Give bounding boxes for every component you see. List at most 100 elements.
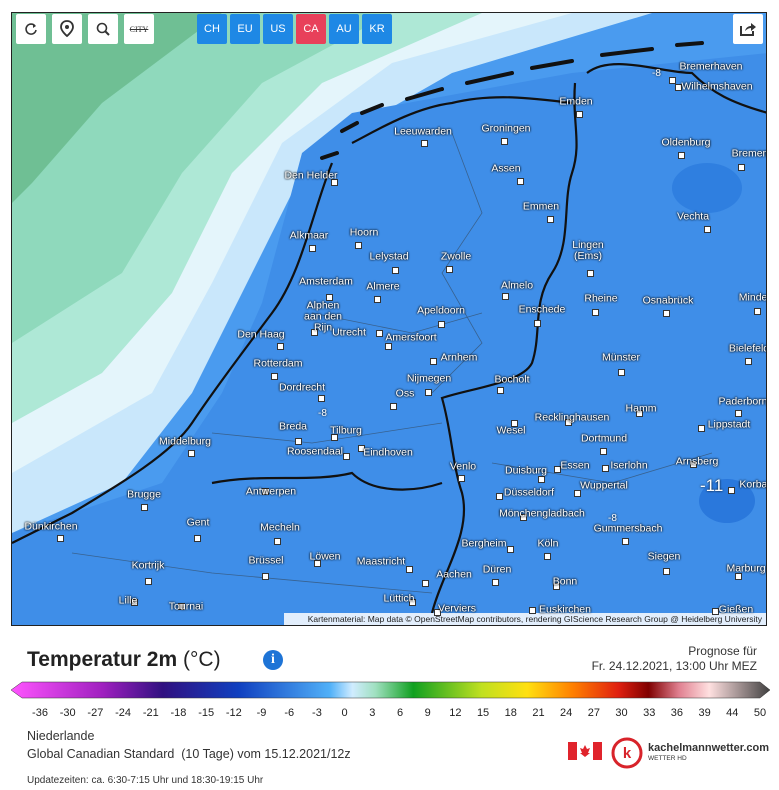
city-marker: [675, 84, 682, 91]
city-marker: [385, 343, 392, 350]
scale-tick-label: 3: [369, 707, 376, 719]
city-label: Gent: [186, 516, 210, 529]
scale-tick-label: 27: [587, 707, 600, 719]
scale-tick-label: 24: [560, 707, 573, 719]
city-label: Iserlohn: [610, 459, 648, 472]
city-marker: [406, 566, 413, 573]
footer-region: Niederlande: [27, 729, 95, 743]
map-attribution: Kartenmaterial: Map data © OpenStreetMap…: [307, 614, 762, 624]
region-button[interactable]: KR: [362, 14, 392, 44]
zoom-button[interactable]: [88, 14, 118, 44]
city-label: Wuppertal: [580, 479, 628, 492]
forecast-info: Prognose für Fr. 24.12.2021, 13:00 Uhr ME…: [592, 644, 757, 674]
isotherm-label: -8: [652, 68, 661, 79]
city-marker: [492, 579, 499, 586]
brand-subtitle: WETTER HD: [648, 755, 687, 762]
scale-tick-label: 21: [532, 707, 545, 719]
region-button[interactable]: CH: [197, 14, 227, 44]
scale-tick-label: -15: [198, 707, 215, 719]
city-label: Mecheln: [260, 521, 300, 534]
city-label: Wesel: [496, 424, 526, 437]
city-marker: [438, 321, 445, 328]
city-label: Euskirchen: [539, 603, 591, 616]
city-label: Maastricht: [356, 555, 406, 568]
city-marker: [511, 420, 518, 427]
city-label: Breda: [278, 420, 308, 433]
city-marker: [358, 445, 365, 452]
city-marker: [295, 438, 302, 445]
city-marker: [331, 179, 338, 186]
scale-tick-label: -36: [32, 707, 48, 719]
city-marker: [262, 573, 269, 580]
city-label: Düsseldorf: [503, 486, 555, 499]
city-marker: [343, 453, 350, 460]
city-marker: [374, 296, 381, 303]
city-label: Amsterdam: [299, 275, 353, 288]
city-label: Lille: [118, 594, 138, 607]
map[interactable]: Bremerhaven Wilhelmshaven Emden Leeuwarden G…: [11, 12, 767, 626]
city-marker: [422, 580, 429, 587]
city-marker: [738, 164, 745, 171]
scale-tick-label: 18: [504, 707, 517, 719]
city-marker: [538, 476, 545, 483]
brand-name: kachelmannwetter.com: [648, 742, 770, 754]
share-button[interactable]: [733, 14, 763, 44]
city-label: Zwolle: [440, 250, 472, 263]
city-marker: [355, 242, 362, 249]
city-marker: [622, 538, 629, 545]
legend-unit: (°C): [183, 648, 221, 671]
city-marker: [145, 578, 152, 585]
city-label: Duisburg: [504, 464, 548, 477]
city-label: Marburg: [726, 562, 766, 575]
city-label: Rheine: [584, 292, 618, 305]
city-label: Venlo: [449, 460, 477, 473]
city-marker: [421, 140, 428, 147]
city-label: Oldenburg: [661, 136, 711, 149]
city-label: Groningen: [481, 122, 531, 135]
city-label: Verviers: [438, 602, 476, 615]
legend-heading: Temperatur 2m (°C): [27, 648, 221, 672]
city-label: Vechta: [676, 210, 710, 223]
scale-tick-label: 0: [341, 707, 348, 719]
brand-logo: k: [611, 737, 643, 769]
scale-tick-label: 44: [726, 707, 739, 719]
city-label: Dordrecht: [278, 381, 326, 394]
region-button[interactable]: EU: [230, 14, 260, 44]
city-label: Antwerpen: [245, 485, 297, 498]
city-marker: [277, 343, 284, 350]
city-marker: [602, 465, 609, 472]
city-label: Arnhem: [440, 351, 478, 364]
city-marker: [274, 538, 281, 545]
city-label: Gummersbach: [593, 522, 663, 535]
region-button[interactable]: AU: [329, 14, 359, 44]
refresh-button[interactable]: [16, 14, 46, 44]
city-label: Almelo: [500, 279, 534, 292]
city-marker: [565, 419, 572, 426]
city-label: Rotterdam: [253, 357, 303, 370]
city-label: Bocholt: [494, 373, 530, 386]
region-button[interactable]: CA: [296, 14, 326, 44]
city-marker: [712, 608, 719, 615]
scale-tick-label: 9: [424, 707, 431, 719]
canada-flag: [568, 742, 602, 760]
legend-title: Temperatur 2m: [27, 648, 178, 671]
scale-tick-label: 33: [643, 707, 656, 719]
city-toggle[interactable]: CITY: [124, 14, 154, 44]
city-label: Tournai: [168, 600, 204, 613]
scale-tick-label: -27: [87, 707, 104, 719]
city-marker: [376, 330, 383, 337]
city-marker: [529, 607, 536, 614]
region-button[interactable]: US: [263, 14, 293, 44]
city-label: Bremerhaven: [679, 60, 743, 73]
location-button[interactable]: [52, 14, 82, 44]
city-label: Recklinghausen: [534, 411, 610, 424]
city-marker: [57, 535, 64, 542]
city-label: Kortrijk: [131, 559, 165, 572]
city-label: Lelystad: [369, 250, 409, 263]
city-marker: [178, 603, 185, 610]
info-icon[interactable]: i: [263, 650, 283, 670]
city-marker: [430, 358, 437, 365]
city-marker: [547, 216, 554, 223]
city-label: Roosendaal: [286, 445, 344, 458]
scale-tick-label: -6: [284, 707, 295, 719]
